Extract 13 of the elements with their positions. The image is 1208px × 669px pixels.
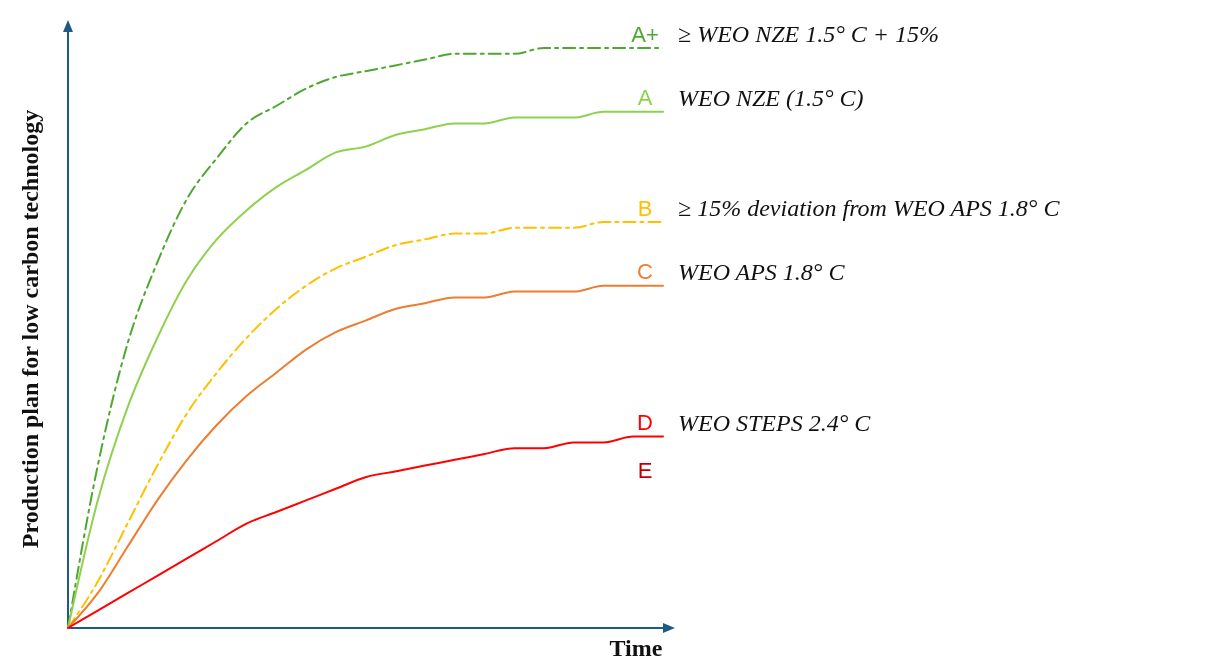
series-label: A+ xyxy=(631,21,659,47)
text: ≥ WEO NZE 1.5° C + 15% xyxy=(678,21,939,47)
y-axis-title: Production plan for low carbon technology xyxy=(17,109,43,549)
series-label: C xyxy=(637,259,654,285)
annotation: E xyxy=(637,458,653,484)
text: ≥ 15% deviation from WEO APS 1.8° C xyxy=(678,195,1061,221)
series-label: A xyxy=(637,85,653,111)
text: WEO NZE (1.5° C) xyxy=(678,84,864,111)
text: WEO APS 1.8° C xyxy=(678,258,846,285)
series-label: D xyxy=(637,410,653,436)
series-label: B xyxy=(637,195,653,221)
x-axis-title: Time xyxy=(609,635,663,661)
text: WEO STEPS 2.4° C xyxy=(678,409,872,436)
